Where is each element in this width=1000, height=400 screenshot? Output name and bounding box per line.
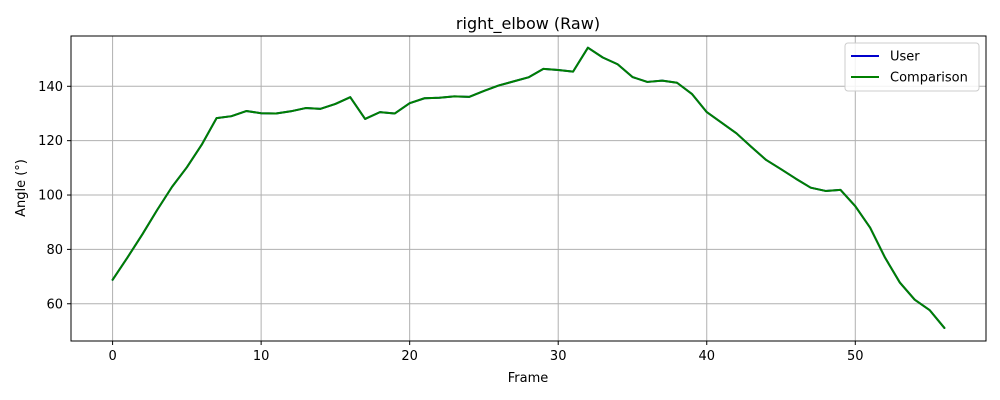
y-axis-title: Angle (°) (14, 159, 29, 217)
series-lines (111, 46, 946, 329)
x-tick-label: 50 (847, 349, 864, 364)
plot-frame (70, 35, 987, 342)
legend-label-user: User (890, 50, 920, 65)
axis-ticks: 0 10 20 30 40 50 60 80 100 120 140 (38, 80, 863, 364)
series-line-comparison (111, 46, 946, 329)
y-tick-label: 100 (38, 189, 63, 204)
y-tick-label: 140 (38, 80, 63, 95)
legend: User Comparison (844, 42, 980, 92)
x-tick-label: 10 (253, 349, 270, 364)
chart-title: right_elbow (Raw) (456, 14, 600, 34)
x-tick-label: 30 (550, 349, 567, 364)
legend-label-comparison: Comparison (890, 71, 968, 86)
x-tick-label: 0 (108, 349, 116, 364)
y-tick-label: 120 (38, 134, 63, 149)
x-tick-label: 40 (698, 349, 715, 364)
series-line-user (111, 46, 946, 329)
y-tick-label: 60 (46, 297, 63, 312)
x-axis-title: Frame (508, 371, 549, 386)
x-tick-label: 20 (401, 349, 418, 364)
y-tick-label: 80 (46, 243, 63, 258)
